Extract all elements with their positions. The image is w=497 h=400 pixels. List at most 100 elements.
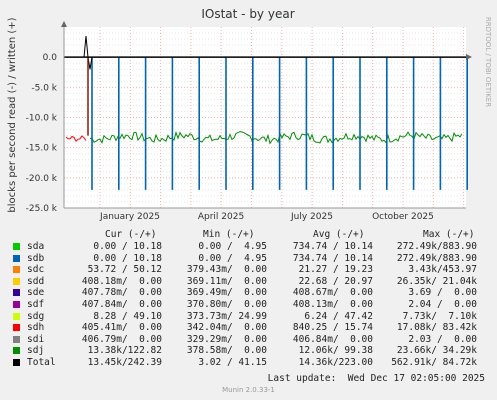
legend-max: 2.03 / 0.00 xyxy=(408,333,477,345)
legend-cur: 0.00 / 10.18 xyxy=(93,241,162,252)
legend-swatch xyxy=(13,347,20,355)
y-tick-label: -20.0 k xyxy=(26,174,58,184)
x-tick-label: July 2025 xyxy=(290,212,333,222)
legend-avg: 406.84m/ 0.00 xyxy=(292,333,373,345)
y-ticks: 0.0 -5.0 k -10.0 k -15.0 k -20.0 k -25.0 k xyxy=(26,53,58,214)
legend-cur: 407.84m/ 0.00 xyxy=(81,299,162,310)
legend-avg: 408.13m/ 0.00 xyxy=(292,299,373,310)
legend-swatch xyxy=(13,254,20,262)
legend-swatch xyxy=(13,289,20,297)
legend-min: 379.43m/ 0.00 xyxy=(186,264,267,276)
y-axis-arrow xyxy=(61,21,67,27)
legend-max: 7.73k/ 7.10k xyxy=(402,310,477,322)
legend-cur: 0.00 / 10.18 xyxy=(93,252,162,264)
legend-row-sdh: sdh 405.41m/ 0.00 342.04m/ 0.00 840.25 / 15… xyxy=(0,322,497,334)
legend-min: 3.02 / 41.15 xyxy=(198,357,267,368)
header-max: Max (-/+) xyxy=(423,229,475,240)
header-cur: Cur (-/+) xyxy=(105,229,157,240)
legend-swatch xyxy=(13,312,20,320)
legend-name: sdf xyxy=(27,299,45,310)
series-sdh-read xyxy=(65,135,87,142)
legend-avg: 6.24 / 47.42 xyxy=(304,310,373,322)
legend-row-sda: sda 0.00 / 10.18 0.00 / 4.95 734.74 / 10.14… xyxy=(0,241,497,253)
legend-name: sda xyxy=(27,241,45,252)
legend-name: Total xyxy=(27,357,56,368)
legend-max: 23.66k/ 34.29k xyxy=(396,345,477,357)
legend-max: 3.43k/453.97 xyxy=(408,264,477,276)
legend-cur: 8.28 / 49.10 xyxy=(93,310,162,322)
legend-min: 329.29m/ 0.00 xyxy=(186,333,267,345)
legend-name: sdb xyxy=(27,252,45,264)
y-axis-label: blocks per second read (-) / written (+) xyxy=(7,17,18,212)
legend-cur: 53.72 / 50.12 xyxy=(87,264,162,276)
y-tick-label: 0.0 xyxy=(43,53,58,63)
legend-cur: 13.38k/122.82 xyxy=(87,345,162,357)
series-sdj-read xyxy=(89,130,463,145)
legend-avg: 21.27 / 19.23 xyxy=(298,264,373,276)
legend-max: 17.08k/ 83.42k xyxy=(396,322,477,334)
legend-name: sdc xyxy=(27,264,45,276)
legend-row-sdg: sdg 8.28 / 49.10 373.73m/ 24.99 6.24 / 47.4… xyxy=(0,311,497,323)
legend-min: 369.49m/ 0.00 xyxy=(186,287,267,299)
x-tick-label: April 2025 xyxy=(198,212,244,222)
legend-cur: 406.79m/ 0.00 xyxy=(81,333,162,345)
legend-min: 370.80m/ 0.00 xyxy=(186,299,267,310)
grid xyxy=(64,27,466,209)
legend-row-sdf: sdf 407.84m/ 0.00 370.80m/ 0.00 408.13m/ 0.… xyxy=(0,299,497,311)
legend-max: 3.69 / 0.00 xyxy=(408,287,477,299)
legend-max: 272.49k/883.90 xyxy=(396,252,477,264)
legend-swatch xyxy=(13,243,20,250)
legend-min: 342.04m/ 0.00 xyxy=(186,322,267,334)
legend-name: sdj xyxy=(27,345,45,357)
legend-cur: 408.18m/ 0.00 xyxy=(81,275,162,287)
legend-cur: 405.41m/ 0.00 xyxy=(81,322,162,334)
header-avg: Avg (-/+) xyxy=(313,229,365,240)
legend-swatch xyxy=(13,335,20,343)
legend-name: sdi xyxy=(27,333,45,345)
y-tick-label: -5.0 k xyxy=(31,83,57,93)
header-min: Min (-/+) xyxy=(203,229,255,240)
legend-swatch xyxy=(13,301,20,308)
legend-row-sdd: sdd 408.18m/ 0.00 369.11m/ 0.00 22.68 / 20.… xyxy=(0,276,497,288)
legend-min: 0.00 / 4.95 xyxy=(198,252,267,264)
legend-row-sde: sde 407.78m/ 0.00 369.49m/ 0.00 408.67m/ 0.… xyxy=(0,287,497,299)
legend-max: 562.91k/ 84.72k xyxy=(391,357,477,368)
legend-name: sdd xyxy=(27,275,45,287)
y-tick-label: -10.0 k xyxy=(26,114,58,124)
y-tick-label: -15.0 k xyxy=(26,144,58,154)
legend-row-sdb: sdb 0.00 / 10.18 0.00 / 4.95 734.74 / 10.14… xyxy=(0,253,497,265)
legend-min: 373.73m/ 24.99 xyxy=(186,310,267,322)
legend-avg: 22.68 / 20.97 xyxy=(298,275,373,287)
x-tick-label: January 2025 xyxy=(99,212,160,222)
legend-row-total: Total 13.45k/242.39 3.02 / 41.15 14.36k/223… xyxy=(0,357,497,369)
legend-avg: 408.67m/ 0.00 xyxy=(292,287,373,299)
x-tick-label: October 2025 xyxy=(372,212,434,222)
chart-title: IOstat - by year xyxy=(201,7,294,21)
legend-swatch xyxy=(13,324,20,332)
legend-avg: 14.36k/223.00 xyxy=(298,357,373,368)
legend-min: 0.00 / 4.95 xyxy=(198,241,267,252)
legend-min: 378.58m/ 0.00 xyxy=(186,345,267,357)
munin-version: Munin 2.0.33-1 xyxy=(222,386,275,394)
rrdtool-credit: RRDTOOL / TOBI OETIKER xyxy=(484,17,492,107)
legend-name: sde xyxy=(27,287,45,299)
legend-swatch xyxy=(13,266,20,274)
legend-max: 26.35k/ 21.04k xyxy=(396,275,477,287)
legend-name: sdg xyxy=(27,310,45,322)
x-axis-arrow xyxy=(466,54,472,60)
legend-cur: 407.78m/ 0.00 xyxy=(81,287,162,299)
legend-row-sdc: sdc 53.72 / 50.12 379.43m/ 0.00 21.27 / 19.… xyxy=(0,264,497,276)
legend-row-sdj: sdj 13.38k/122.82 378.58m/ 0.00 12.06k/ 99.… xyxy=(0,345,497,357)
legend-row-sdi: sdi 406.79m/ 0.00 329.29m/ 0.00 406.84m/ 0.… xyxy=(0,334,497,346)
legend-swatch xyxy=(13,277,20,285)
legend-cur: 13.45k/242.39 xyxy=(87,357,162,368)
legend-max: 272.49k/883.90 xyxy=(396,241,477,252)
last-update: Last update: Wed Dec 17 02:05:00 2025 xyxy=(267,373,485,384)
legend-avg: 734.74 / 10.14 xyxy=(292,241,373,252)
legend-avg: 734.74 / 10.14 xyxy=(292,252,373,264)
legend-min: 369.11m/ 0.00 xyxy=(186,275,267,287)
legend-swatch xyxy=(13,359,20,366)
legend-max: 2.04 / 0.00 xyxy=(408,299,477,310)
legend-name: sdh xyxy=(27,322,45,334)
